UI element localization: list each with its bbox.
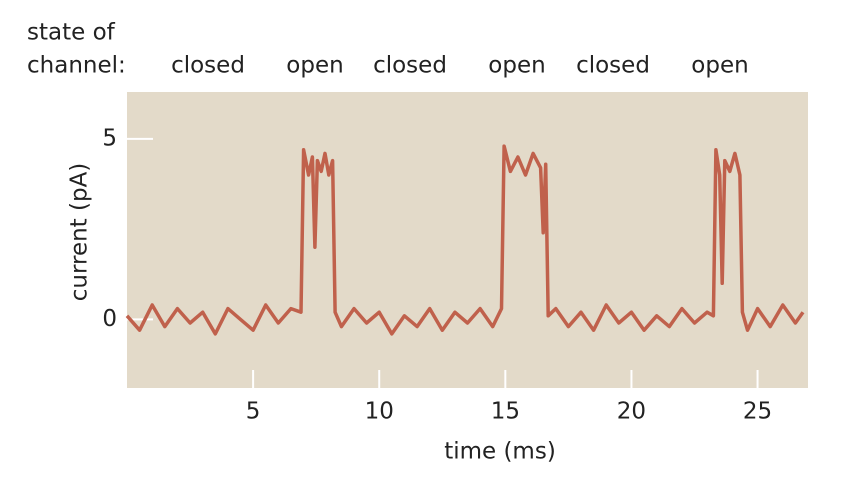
x-tick-label: 10 (365, 399, 394, 425)
state-name: open (691, 53, 748, 79)
x-axis-title: time (ms) (444, 439, 556, 465)
state-name: open (488, 53, 545, 79)
state-label: state of (27, 20, 116, 46)
x-tick-label: 5 (246, 399, 261, 425)
state-name: closed (171, 53, 245, 79)
state-name: closed (576, 53, 650, 79)
state-label: channel: (27, 53, 126, 79)
state-name: closed (373, 53, 447, 79)
x-tick-label: 25 (743, 399, 772, 425)
x-tick-label: 20 (617, 399, 646, 425)
y-tick-label: 0 (102, 306, 117, 332)
y-tick-label: 5 (102, 125, 117, 151)
x-tick-label: 15 (491, 399, 520, 425)
current-trace (125, 144, 805, 336)
plot-area (127, 92, 808, 388)
y-axis-title: current (pA) (67, 163, 93, 302)
state-name: open (286, 53, 343, 79)
